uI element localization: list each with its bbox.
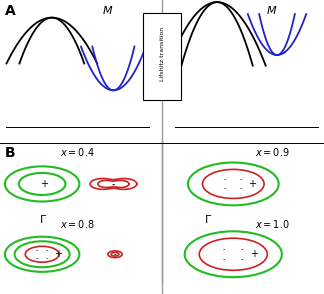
Text: $M$: $M$ (266, 4, 277, 16)
Text: Lifshitz transition: Lifshitz transition (159, 26, 165, 81)
FancyBboxPatch shape (143, 13, 181, 100)
Text: -: - (241, 256, 244, 262)
Text: B: B (5, 146, 16, 160)
Text: $M$: $M$ (102, 4, 113, 16)
Text: -: - (240, 177, 243, 183)
Text: +: + (40, 179, 48, 189)
Text: A: A (5, 4, 16, 18)
Text: $x = 0.4$: $x = 0.4$ (60, 146, 95, 158)
Text: $x = 0.9$: $x = 0.9$ (255, 146, 290, 158)
Text: -: - (36, 255, 38, 261)
Text: -: - (224, 185, 226, 191)
Text: -: - (240, 185, 243, 191)
Text: -: - (46, 255, 49, 261)
Text: -: - (241, 247, 244, 253)
Text: $x = 1.0$: $x = 1.0$ (255, 218, 290, 230)
Text: +: + (250, 249, 258, 259)
Text: -: - (112, 179, 115, 189)
Text: -: - (223, 247, 226, 253)
Text: -: - (114, 250, 116, 259)
Text: +: + (54, 249, 62, 259)
Text: -: - (46, 248, 49, 253)
Text: $x = 0.8$: $x = 0.8$ (61, 218, 95, 230)
Text: $\Gamma$: $\Gamma$ (39, 213, 47, 225)
Text: -: - (223, 256, 226, 262)
Text: -: - (36, 248, 38, 253)
Text: +: + (248, 179, 256, 189)
Text: $\Gamma$: $\Gamma$ (204, 213, 212, 225)
Text: -: - (224, 177, 226, 183)
